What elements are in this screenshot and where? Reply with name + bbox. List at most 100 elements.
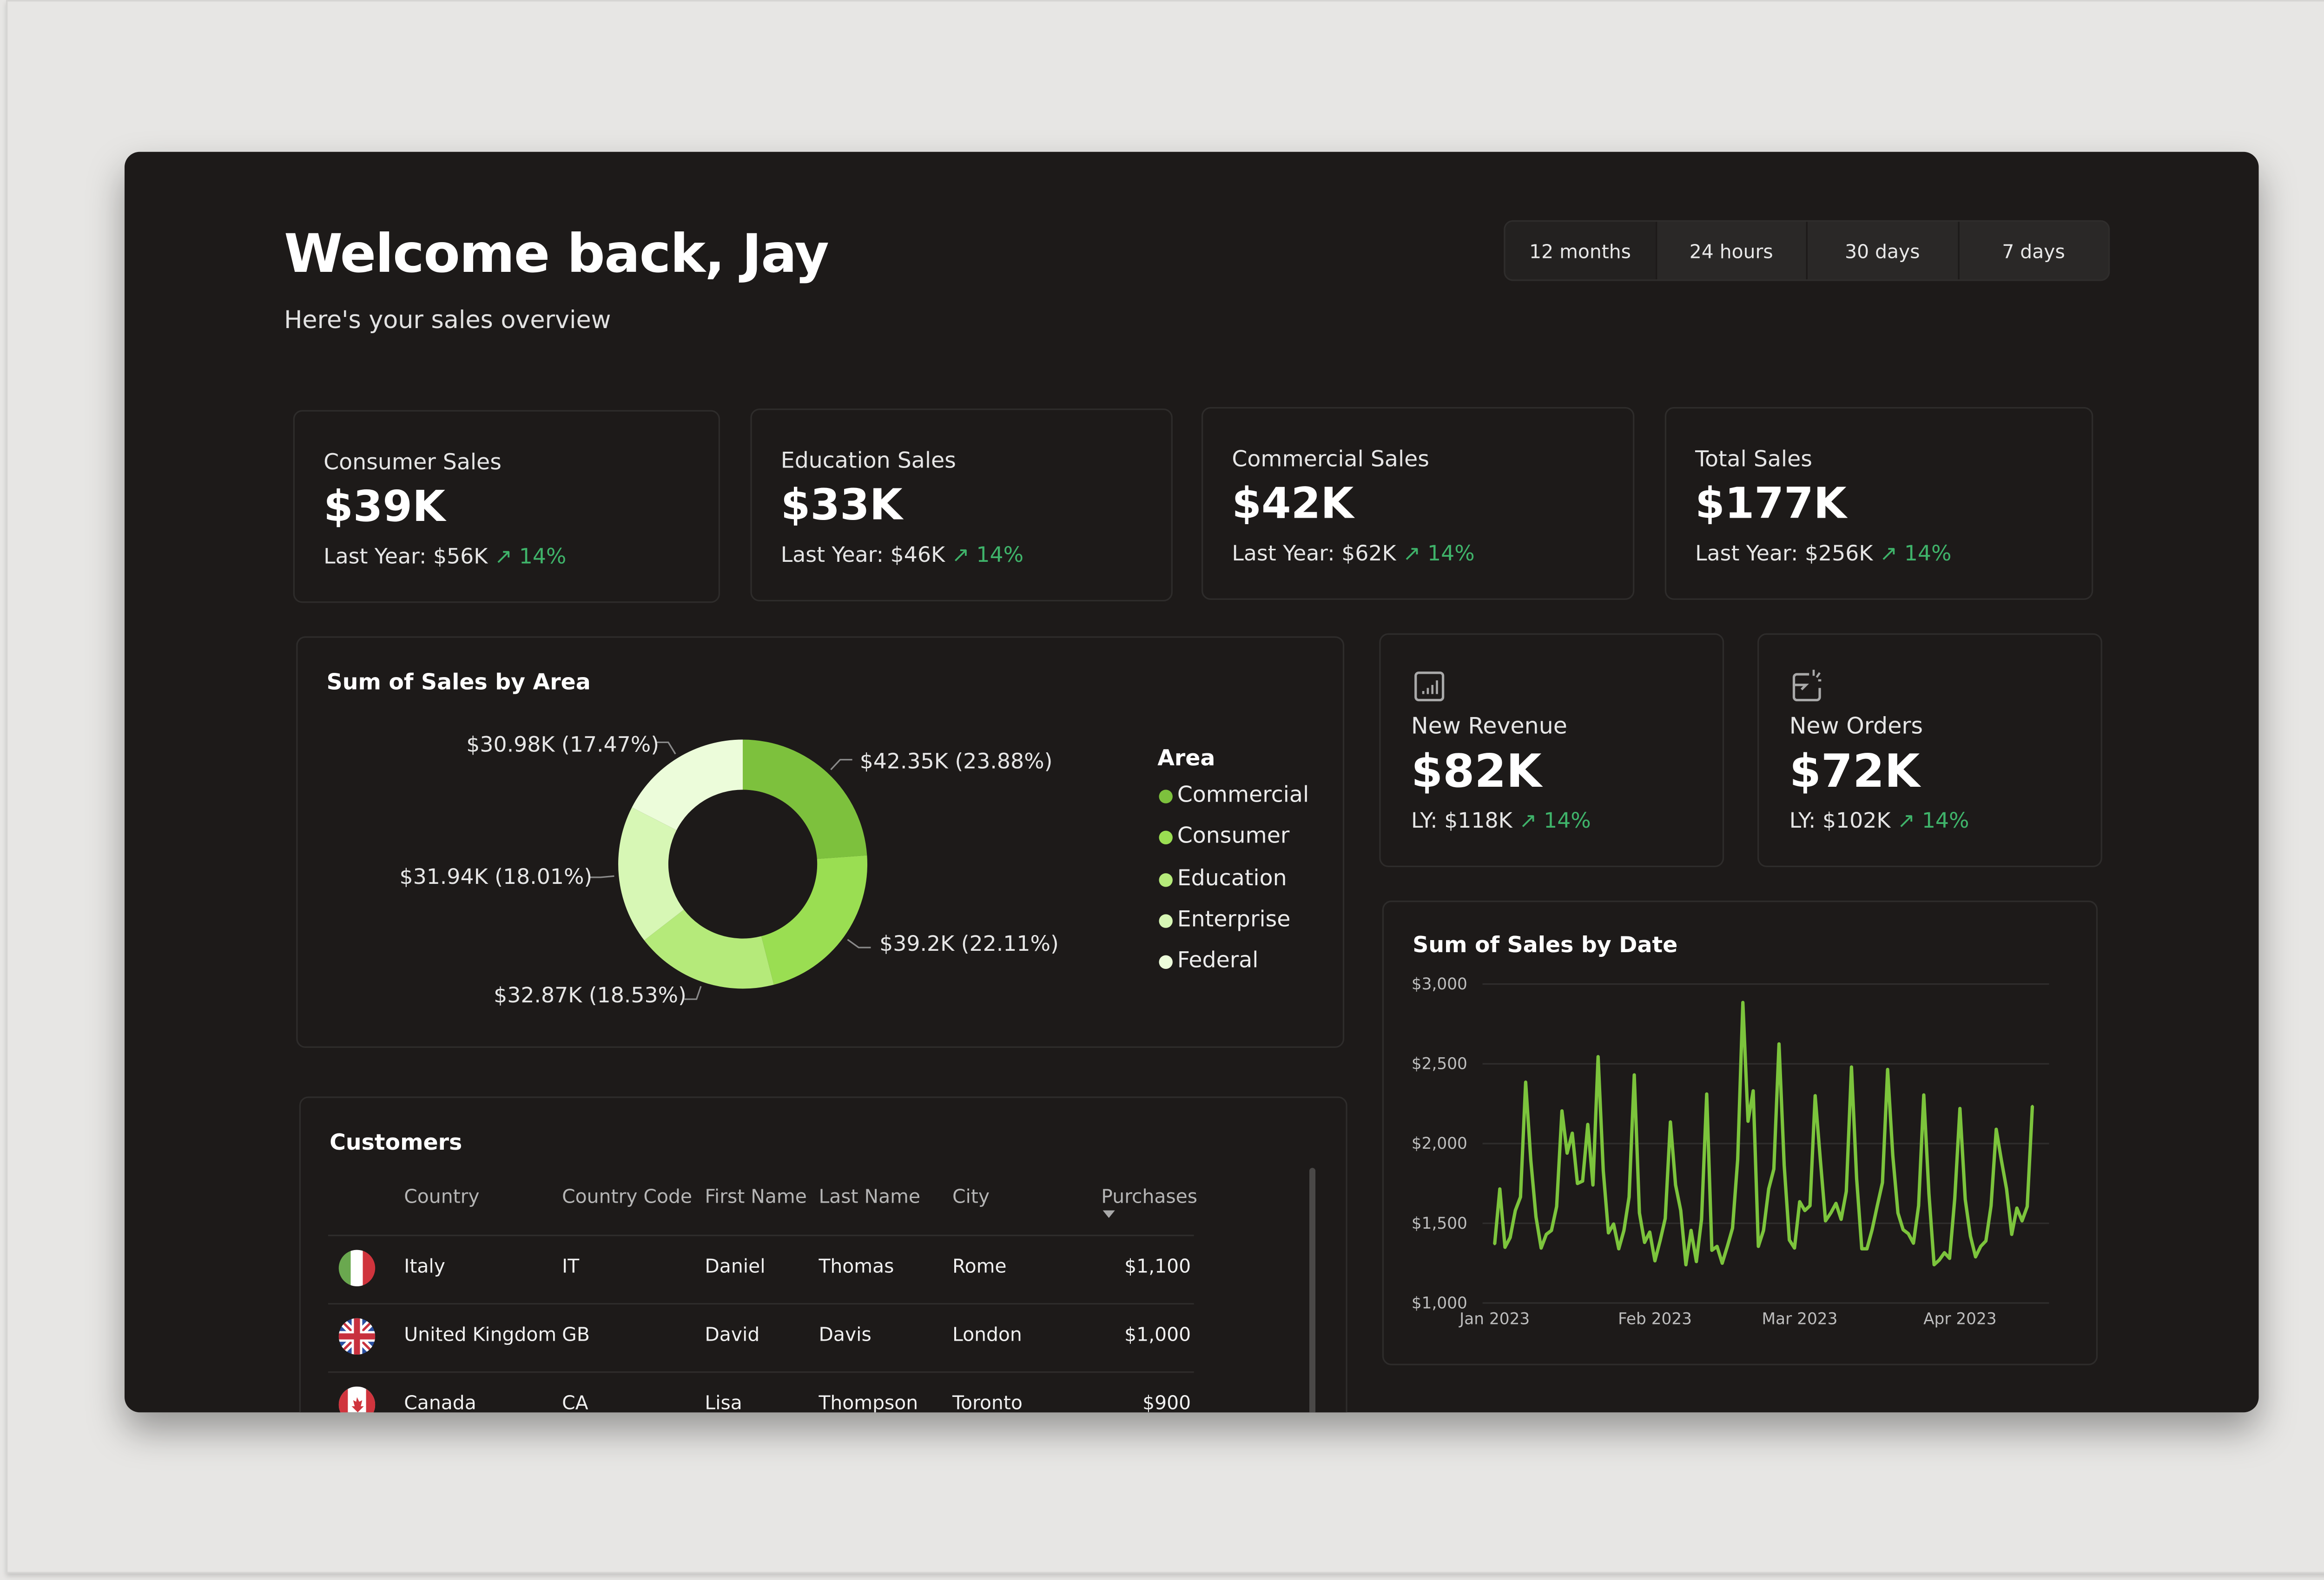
kpi-card-total-sales: Total Sales $177K Last Year: $256K ↗ 14% xyxy=(1664,407,2093,600)
data-point xyxy=(1793,1246,1796,1250)
data-point xyxy=(1607,1231,1610,1234)
cell-first-name: Lisa xyxy=(705,1391,742,1413)
donut-slice-commercial[interactable] xyxy=(743,739,867,859)
donut-slice-enterprise[interactable] xyxy=(618,807,684,941)
uk-flag-icon xyxy=(338,1318,376,1355)
new-revenue-card: New Revenue $82K LY: $118K ↗ 14% xyxy=(1379,633,1724,868)
data-point xyxy=(1628,1196,1631,1198)
customers-card: Customers Country Country Code First Nam… xyxy=(299,1096,1347,1413)
data-point xyxy=(1819,1158,1822,1161)
data-point xyxy=(1618,1247,1620,1250)
legend-dot xyxy=(1159,789,1173,803)
column-header-purchases[interactable]: Purchases xyxy=(1101,1185,1198,1208)
table-scrollbar[interactable] xyxy=(1309,1168,1316,1413)
kpi-value: $42K xyxy=(1232,478,1354,529)
cell-first-name: David xyxy=(705,1323,760,1346)
legend-dot xyxy=(1159,872,1173,886)
column-header-country-code[interactable]: Country Code xyxy=(562,1185,693,1208)
legend-dot xyxy=(1159,954,1173,968)
sales-by-date-card: Sum of Sales by Date $1,000 $1,500 $2,000 $… xyxy=(1382,900,2098,1365)
tab-24-hours[interactable]: 24 hours xyxy=(1655,222,1806,280)
legend-item-federal[interactable]: Federal xyxy=(1159,949,1259,974)
leader-line xyxy=(588,875,614,878)
metric-last-year-text: LY: $102K xyxy=(1789,809,1891,834)
italy-flag-icon xyxy=(338,1250,376,1286)
row-divider xyxy=(328,1371,1194,1373)
donut-slice-education[interactable] xyxy=(644,909,774,989)
cell-last-name: Davis xyxy=(819,1323,872,1346)
cell-city: Toronto xyxy=(952,1391,1023,1413)
data-point xyxy=(2031,1105,2034,1107)
data-point xyxy=(1979,1245,1982,1248)
tab-30-days[interactable]: 30 days xyxy=(1806,222,1957,280)
kpi-card-consumer-sales: Consumer Sales $39K Last Year: $56K ↗ 14… xyxy=(293,410,720,603)
data-point xyxy=(1871,1228,1874,1231)
cell-city: Rome xyxy=(952,1254,1007,1277)
data-point xyxy=(1612,1223,1615,1225)
kpi-last-year: Last Year: $256K ↗ 14% xyxy=(1695,542,1951,566)
data-point xyxy=(1974,1255,1977,1258)
data-point xyxy=(1669,1120,1672,1124)
data-point xyxy=(1571,1132,1574,1135)
data-point xyxy=(1726,1245,1729,1248)
data-point xyxy=(1710,1249,1713,1252)
data-point xyxy=(2005,1187,2008,1191)
data-point xyxy=(1565,1152,1569,1155)
legend-item-commercial[interactable]: Commercial xyxy=(1159,783,1309,808)
x-tick-label: Feb 2023 xyxy=(1618,1310,1692,1329)
metric-last-year: LY: $118K ↗ 14% xyxy=(1411,810,1591,834)
kpi-last-year-text: Last Year: $62K xyxy=(1232,542,1396,566)
slice-label-enterprise: $31.94K (18.01%) xyxy=(399,865,593,890)
data-point xyxy=(1493,1243,1496,1245)
column-header-country[interactable]: Country xyxy=(404,1185,480,1208)
cell-city: London xyxy=(952,1323,1022,1346)
data-point xyxy=(1917,1205,1920,1207)
data-point xyxy=(1907,1232,1910,1235)
kpi-last-year-text: Last Year: $256K xyxy=(1695,542,1873,566)
data-point xyxy=(1860,1247,1863,1250)
data-point xyxy=(1555,1205,1558,1208)
data-point xyxy=(1648,1231,1651,1233)
data-point xyxy=(1664,1217,1667,1220)
column-header-last-name[interactable]: Last Name xyxy=(819,1185,921,1208)
data-point xyxy=(1721,1262,1723,1264)
tab-12-months[interactable]: 12 months xyxy=(1505,222,1655,280)
data-point xyxy=(1969,1235,1972,1238)
kpi-value: $39K xyxy=(324,481,446,532)
trend-up-badge: ↗ 14% xyxy=(494,545,567,570)
legend-label: Federal xyxy=(1177,949,1259,974)
cell-purchases: $1,000 xyxy=(1124,1323,1191,1346)
orders-icon xyxy=(1792,670,1822,702)
data-point xyxy=(1529,1159,1532,1162)
data-point xyxy=(1803,1209,1806,1212)
kpi-label: Education Sales xyxy=(780,449,956,474)
data-point xyxy=(1881,1181,1884,1184)
column-header-city[interactable]: City xyxy=(952,1185,990,1208)
data-point xyxy=(1560,1109,1563,1113)
kpi-last-year: Last Year: $62K ↗ 14% xyxy=(1232,542,1474,566)
data-point xyxy=(1896,1211,1899,1214)
data-point xyxy=(1928,1192,1930,1195)
data-point xyxy=(1747,1120,1750,1123)
data-point xyxy=(1959,1107,1961,1110)
legend-item-education[interactable]: Education xyxy=(1159,867,1287,891)
data-point xyxy=(1850,1066,1853,1068)
legend-item-enterprise[interactable]: Enterprise xyxy=(1159,908,1290,933)
metric-last-year: LY: $102K ↗ 14% xyxy=(1789,810,1969,834)
row-divider xyxy=(328,1303,1194,1305)
data-point xyxy=(1591,1184,1594,1186)
sort-descending-icon[interactable] xyxy=(1103,1210,1115,1218)
data-point xyxy=(1705,1093,1708,1096)
column-header-first-name[interactable]: First Name xyxy=(705,1185,807,1208)
trend-up-badge: ↗ 14% xyxy=(1519,809,1591,834)
data-point xyxy=(1783,1164,1786,1166)
legend-item-consumer[interactable]: Consumer xyxy=(1159,825,1289,849)
data-point xyxy=(1499,1187,1501,1191)
donut-slice-federal[interactable] xyxy=(632,739,743,830)
data-point xyxy=(1633,1073,1636,1076)
tab-7-days[interactable]: 7 days xyxy=(1957,222,2108,280)
donut-slice-consumer[interactable] xyxy=(761,855,868,985)
data-point xyxy=(1716,1245,1718,1248)
kpi-value: $177K xyxy=(1695,478,1847,529)
data-point xyxy=(2015,1207,2018,1210)
